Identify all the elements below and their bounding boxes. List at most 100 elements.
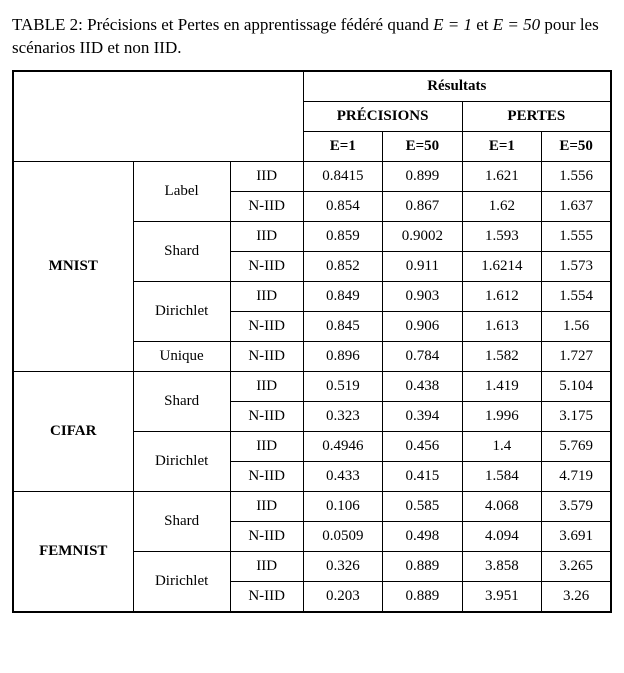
loss-e1: 3.858 bbox=[462, 551, 542, 581]
loss-e1: 1.613 bbox=[462, 311, 542, 341]
header-pertes: PERTES bbox=[462, 101, 611, 131]
scenario-cell: N-IID bbox=[230, 401, 303, 431]
precision-e50: 0.784 bbox=[383, 341, 463, 371]
scenario-cell: N-IID bbox=[230, 191, 303, 221]
scenario-cell: IID bbox=[230, 221, 303, 251]
loss-e50: 1.727 bbox=[542, 341, 611, 371]
loss-e50: 3.26 bbox=[542, 581, 611, 612]
loss-e50: 1.637 bbox=[542, 191, 611, 221]
loss-e1: 1.62 bbox=[462, 191, 542, 221]
precision-e50: 0.9002 bbox=[383, 221, 463, 251]
precision-e50: 0.585 bbox=[383, 491, 463, 521]
scenario-cell: N-IID bbox=[230, 311, 303, 341]
precision-e1: 0.8415 bbox=[303, 161, 383, 191]
precision-e50: 0.415 bbox=[383, 461, 463, 491]
header-blank-2 bbox=[13, 101, 303, 131]
partition-name: Dirichlet bbox=[133, 551, 230, 612]
loss-e50: 1.573 bbox=[542, 251, 611, 281]
precision-e1: 0.519 bbox=[303, 371, 383, 401]
dataset-name: FEMNIST bbox=[13, 491, 133, 612]
loss-e50: 5.769 bbox=[542, 431, 611, 461]
precision-e50: 0.903 bbox=[383, 281, 463, 311]
loss-e50: 3.175 bbox=[542, 401, 611, 431]
precision-e50: 0.394 bbox=[383, 401, 463, 431]
header-blank bbox=[13, 71, 303, 102]
partition-name: Dirichlet bbox=[133, 431, 230, 491]
scenario-cell: IID bbox=[230, 281, 303, 311]
scenario-cell: IID bbox=[230, 551, 303, 581]
partition-name: Shard bbox=[133, 491, 230, 551]
header-precisions: PRÉCISIONS bbox=[303, 101, 462, 131]
header-loss-e1: E=1 bbox=[462, 131, 542, 161]
precision-e50: 0.867 bbox=[383, 191, 463, 221]
scenario-cell: IID bbox=[230, 431, 303, 461]
precision-e1: 0.4946 bbox=[303, 431, 383, 461]
table-row: CIFARShardIID0.5190.4381.4195.104 bbox=[13, 371, 611, 401]
caption-math-e1: E = 1 bbox=[433, 15, 472, 34]
loss-e1: 1.593 bbox=[462, 221, 542, 251]
dataset-name: CIFAR bbox=[13, 371, 133, 491]
partition-name: Dirichlet bbox=[133, 281, 230, 341]
precision-e50: 0.889 bbox=[383, 581, 463, 612]
precision-e1: 0.859 bbox=[303, 221, 383, 251]
table-body: MNISTLabelIID0.84150.8991.6211.556N-IID0… bbox=[13, 161, 611, 612]
precision-e50: 0.438 bbox=[383, 371, 463, 401]
precision-e50: 0.906 bbox=[383, 311, 463, 341]
partition-name: Shard bbox=[133, 371, 230, 431]
precision-e50: 0.498 bbox=[383, 521, 463, 551]
precision-e50: 0.889 bbox=[383, 551, 463, 581]
loss-e50: 1.555 bbox=[542, 221, 611, 251]
table-caption: TABLE 2: Précisions et Pertes en apprent… bbox=[12, 14, 612, 60]
loss-e1: 1.612 bbox=[462, 281, 542, 311]
caption-prefix: TABLE 2: Précisions et Pertes en apprent… bbox=[12, 15, 433, 34]
table-row: FEMNISTShardIID0.1060.5854.0683.579 bbox=[13, 491, 611, 521]
table-row: MNISTLabelIID0.84150.8991.6211.556 bbox=[13, 161, 611, 191]
results-table: Résultats PRÉCISIONS PERTES E=1 E=50 E=1… bbox=[12, 70, 612, 613]
scenario-cell: N-IID bbox=[230, 521, 303, 551]
precision-e1: 0.0509 bbox=[303, 521, 383, 551]
precision-e1: 0.203 bbox=[303, 581, 383, 612]
precision-e1: 0.323 bbox=[303, 401, 383, 431]
loss-e1: 1.419 bbox=[462, 371, 542, 401]
caption-mid: et bbox=[472, 15, 493, 34]
precision-e50: 0.911 bbox=[383, 251, 463, 281]
scenario-cell: N-IID bbox=[230, 251, 303, 281]
precision-e1: 0.845 bbox=[303, 311, 383, 341]
partition-name: Shard bbox=[133, 221, 230, 281]
precision-e1: 0.852 bbox=[303, 251, 383, 281]
loss-e1: 3.951 bbox=[462, 581, 542, 612]
header-prec-e1: E=1 bbox=[303, 131, 383, 161]
precision-e1: 0.896 bbox=[303, 341, 383, 371]
scenario-cell: IID bbox=[230, 371, 303, 401]
scenario-cell: IID bbox=[230, 161, 303, 191]
loss-e50: 1.56 bbox=[542, 311, 611, 341]
precision-e1: 0.854 bbox=[303, 191, 383, 221]
loss-e50: 1.556 bbox=[542, 161, 611, 191]
precision-e1: 0.326 bbox=[303, 551, 383, 581]
scenario-cell: N-IID bbox=[230, 461, 303, 491]
header-prec-e50: E=50 bbox=[383, 131, 463, 161]
precision-e1: 0.849 bbox=[303, 281, 383, 311]
dataset-name: MNIST bbox=[13, 161, 133, 371]
loss-e1: 4.094 bbox=[462, 521, 542, 551]
loss-e1: 1.584 bbox=[462, 461, 542, 491]
scenario-cell: N-IID bbox=[230, 581, 303, 612]
loss-e1: 1.4 bbox=[462, 431, 542, 461]
loss-e1: 1.621 bbox=[462, 161, 542, 191]
loss-e1: 4.068 bbox=[462, 491, 542, 521]
loss-e50: 4.719 bbox=[542, 461, 611, 491]
scenario-cell: IID bbox=[230, 491, 303, 521]
loss-e1: 1.582 bbox=[462, 341, 542, 371]
header-blank-3 bbox=[13, 131, 303, 161]
loss-e50: 1.554 bbox=[542, 281, 611, 311]
precision-e1: 0.433 bbox=[303, 461, 383, 491]
precision-e50: 0.899 bbox=[383, 161, 463, 191]
table-head: Résultats PRÉCISIONS PERTES E=1 E=50 E=1… bbox=[13, 71, 611, 162]
precision-e50: 0.456 bbox=[383, 431, 463, 461]
loss-e50: 3.265 bbox=[542, 551, 611, 581]
header-loss-e50: E=50 bbox=[542, 131, 611, 161]
partition-name: Label bbox=[133, 161, 230, 221]
precision-e1: 0.106 bbox=[303, 491, 383, 521]
loss-e1: 1.996 bbox=[462, 401, 542, 431]
partition-name: Unique bbox=[133, 341, 230, 371]
